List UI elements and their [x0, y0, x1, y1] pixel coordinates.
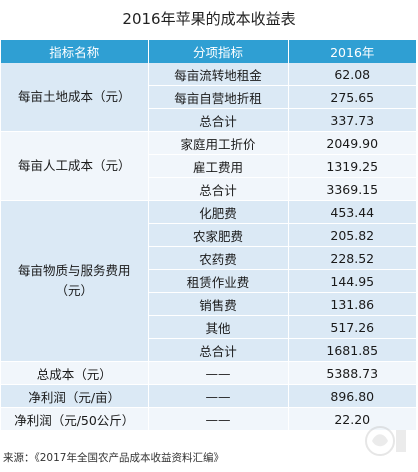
table-row: 总合计 1681.85	[1, 338, 416, 362]
row-value: 275.65	[288, 85, 416, 109]
header-indicator-name: 指标名称	[1, 40, 149, 63]
row-value: 2049.90	[288, 131, 416, 155]
row-item: 农家肥费	[148, 223, 289, 247]
summary-label: 总成本（元）	[1, 361, 149, 385]
row-item: ——	[148, 407, 289, 431]
row-item: 化肥费	[148, 200, 289, 224]
row-value: 3369.15	[288, 177, 416, 201]
table-row: 每亩自营地折租 275.65	[1, 85, 416, 109]
table-row: 农家肥费 205.82	[1, 223, 416, 247]
source-note: 来源：《2017年全国农产品成本收益资料汇编》	[3, 452, 224, 464]
row-item: 总合计	[148, 108, 289, 132]
table-header-row: 指标名称 分项指标 2016年	[1, 40, 416, 63]
row-value: 205.82	[288, 223, 416, 247]
row-value: 1319.25	[288, 154, 416, 178]
category-line: （元）	[55, 283, 93, 298]
row-item: 销售费	[148, 292, 289, 316]
table-row: 每亩人工成本（元） 家庭用工折价 2049.90	[1, 131, 416, 201]
table-row: 净利润（元/亩） —— 896.80	[1, 384, 416, 408]
summary-net-profit-per-50kg: 净利润（元/50公斤） —— 22.20	[1, 407, 416, 431]
row-value: 1681.85	[288, 338, 416, 362]
row-item: 家庭用工折价	[148, 131, 289, 155]
logo-watermark-icon	[365, 426, 406, 456]
table-row: 雇工费用 1319.25	[1, 154, 416, 178]
cost-benefit-table: 指标名称 分项指标 2016年 每亩土地成本（元） 每亩流转地租金 62.08 …	[1, 40, 416, 431]
table-row: 销售费 131.86	[1, 292, 416, 316]
table-row: 总合计 337.73	[1, 108, 416, 132]
category-material-service-cost: 每亩物质与服务费用 （元）	[1, 200, 149, 362]
summary-total-cost: 总成本（元） —— 5388.73	[1, 361, 416, 385]
group-labor-cost: 每亩人工成本（元） 家庭用工折价 2049.90 雇工费用 1319.25 总合…	[1, 131, 416, 201]
row-value: 453.44	[288, 200, 416, 224]
row-item: 农药费	[148, 246, 289, 270]
row-item: ——	[148, 361, 289, 385]
row-item: 总合计	[148, 338, 289, 362]
row-value: 62.08	[288, 63, 416, 86]
row-value: 228.52	[288, 246, 416, 270]
table-row: 总合计 3369.15	[1, 177, 416, 201]
category-land-cost: 每亩土地成本（元）	[1, 63, 149, 132]
row-item: ——	[148, 384, 289, 408]
table-row: 租赁作业费 144.95	[1, 269, 416, 293]
table-row: 每亩物质与服务费用 （元） 化肥费 453.44	[1, 200, 416, 362]
row-item: 总合计	[148, 177, 289, 201]
row-value: 5388.73	[288, 361, 416, 385]
group-land-cost: 每亩土地成本（元） 每亩流转地租金 62.08 每亩自营地折租 275.65 总…	[1, 63, 416, 132]
summary-label: 净利润（元/亩）	[1, 384, 149, 408]
row-item: 其他	[148, 315, 289, 339]
summary-label: 净利润（元/50公斤）	[1, 407, 149, 431]
row-item: 每亩流转地租金	[148, 63, 289, 86]
category-line: 每亩物质与服务费用	[17, 263, 131, 278]
page-title: 2016年苹果的成本收益表	[122, 10, 296, 28]
row-value: 22.20	[288, 407, 416, 431]
row-value: 144.95	[288, 269, 416, 293]
row-item: 雇工费用	[148, 154, 289, 178]
row-value: 337.73	[288, 108, 416, 132]
table-row: 总成本（元） —— 5388.73	[1, 361, 416, 385]
row-value: 896.80	[288, 384, 416, 408]
header-sub-indicator: 分项指标	[148, 40, 289, 63]
row-item: 每亩自营地折租	[148, 85, 289, 109]
table-row: 其他 517.26	[1, 315, 416, 339]
row-value: 517.26	[288, 315, 416, 339]
table-row: 净利润（元/50公斤） —— 22.20	[1, 407, 416, 431]
row-item: 租赁作业费	[148, 269, 289, 293]
category-labor-cost: 每亩人工成本（元）	[1, 131, 149, 201]
table-row: 每亩土地成本（元） 每亩流转地租金 62.08	[1, 63, 416, 132]
header-year: 2016年	[288, 40, 416, 63]
group-material-service-cost: 每亩物质与服务费用 （元） 化肥费 453.44 农家肥费 205.82 农药费…	[1, 200, 416, 362]
table-row: 农药费 228.52	[1, 246, 416, 270]
summary-net-profit-per-mu: 净利润（元/亩） —— 896.80	[1, 384, 416, 408]
row-value: 131.86	[288, 292, 416, 316]
